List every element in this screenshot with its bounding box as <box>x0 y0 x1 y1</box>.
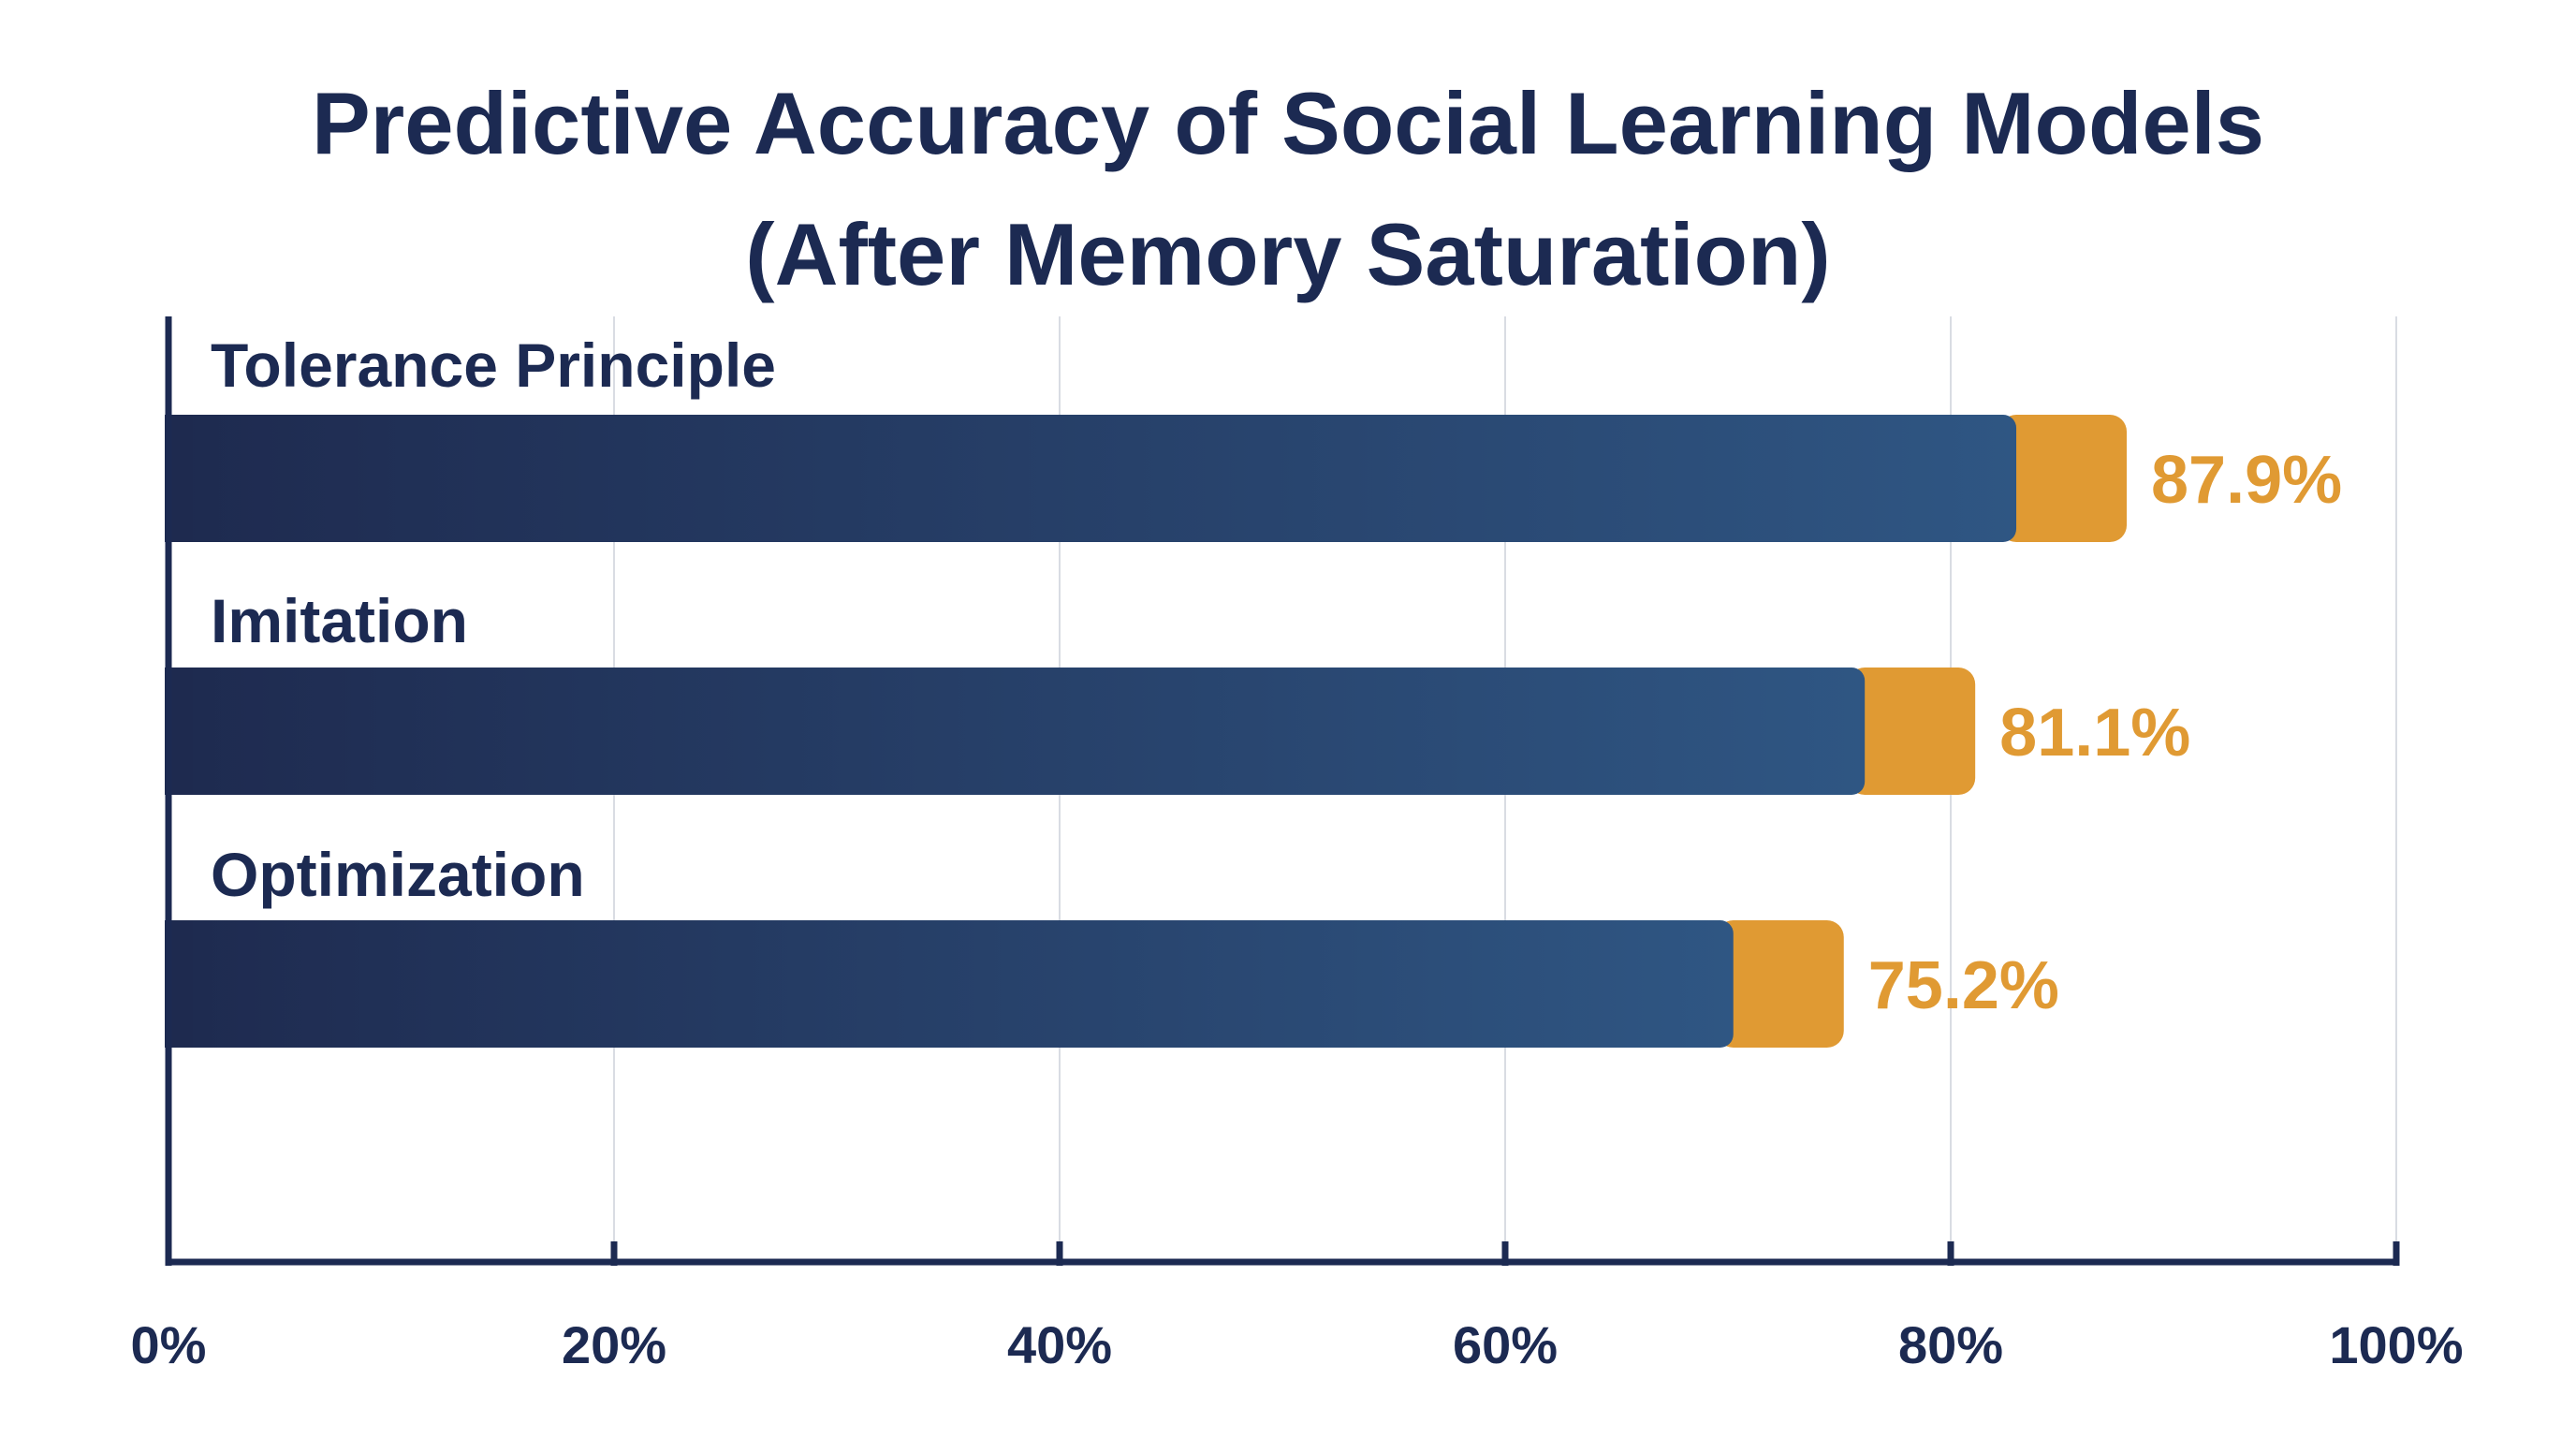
chart-title-line-1: Predictive Accuracy of Social Learning M… <box>311 74 2265 172</box>
bar-2 <box>165 920 1734 1048</box>
x-tick-label-20: 20% <box>562 1315 666 1374</box>
x-tick-label-40: 40% <box>1007 1315 1112 1374</box>
category-label-1: Imitation <box>211 586 468 655</box>
x-tick-label-100: 100% <box>2329 1315 2463 1374</box>
bar-tip-2 <box>1716 920 1844 1048</box>
bar-0 <box>165 415 2017 542</box>
bar-tip-0 <box>1999 415 2128 542</box>
value-label-0: 87.9% <box>2151 443 2342 518</box>
category-label-2: Optimization <box>211 840 585 909</box>
bar-tip-1 <box>1848 668 1976 795</box>
labels: 87.9% Tolerance Principle 81.1% Imitation 75… <box>131 330 2464 1374</box>
category-label-0: Tolerance Principle <box>211 330 776 400</box>
x-tick-label-60: 60% <box>1453 1315 1558 1374</box>
value-label-1: 81.1% <box>1999 696 2190 770</box>
axes <box>165 316 2400 1266</box>
x-tick-label-80: 80% <box>1898 1315 2003 1374</box>
bars <box>165 415 2128 1048</box>
x-tick-label-0: 0% <box>131 1315 207 1374</box>
value-label-2: 75.2% <box>1868 948 2059 1023</box>
chart-title: Predictive Accuracy of Social Learning M… <box>0 58 2576 320</box>
chart-title-line-2: (After Memory Saturation) <box>745 205 1831 303</box>
bar-1 <box>165 668 1866 795</box>
